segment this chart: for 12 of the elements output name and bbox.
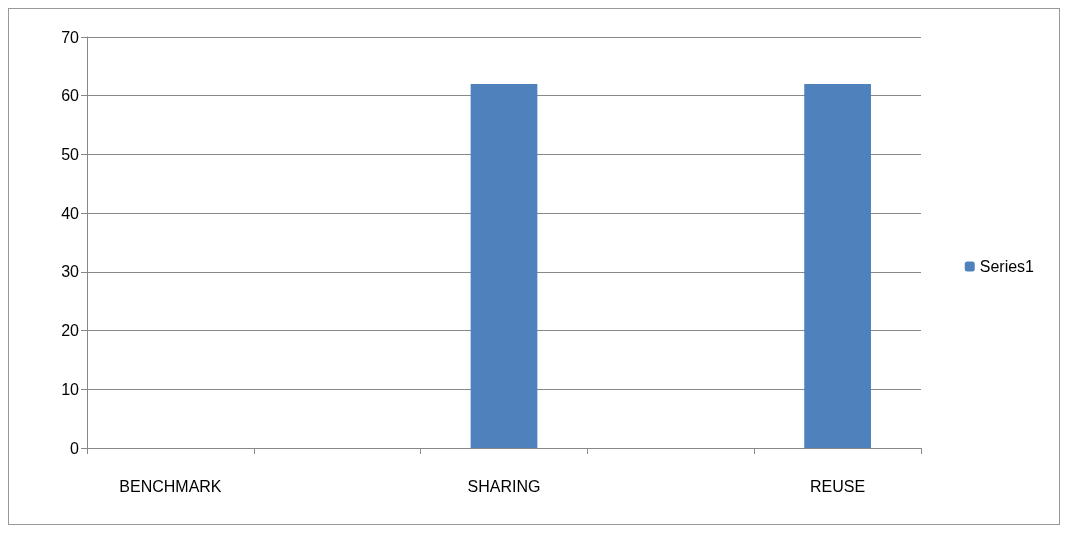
y-tick-label: 30 <box>61 263 80 281</box>
legend-label: Series1 <box>979 258 1035 275</box>
y-tick-label: 0 <box>70 439 80 457</box>
y-tick-label: 50 <box>61 145 80 163</box>
y-tick-label: 10 <box>61 380 80 398</box>
y-tick-label: 20 <box>61 322 80 340</box>
x-tick-label: REUSE <box>810 477 866 495</box>
y-tick-label: 60 <box>61 87 80 105</box>
x-tick-label: BENCHMARK <box>119 477 222 495</box>
x-tick-label: SHARING <box>467 477 541 495</box>
y-tick-label: 40 <box>61 204 80 222</box>
y-tick-label: 70 <box>61 28 80 46</box>
